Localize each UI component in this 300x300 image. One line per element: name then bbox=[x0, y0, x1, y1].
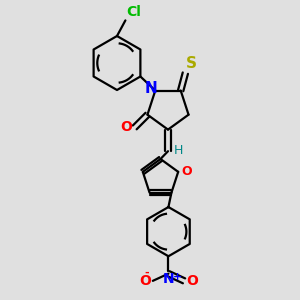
Text: O: O bbox=[182, 165, 192, 178]
Text: N: N bbox=[163, 272, 174, 286]
Text: S: S bbox=[186, 56, 197, 71]
Text: N: N bbox=[144, 81, 157, 96]
Text: O: O bbox=[186, 274, 198, 288]
Text: O: O bbox=[139, 274, 151, 288]
Text: O: O bbox=[120, 120, 132, 134]
Text: H: H bbox=[173, 144, 183, 157]
Text: Cl: Cl bbox=[126, 5, 141, 20]
Text: +: + bbox=[172, 272, 182, 282]
Text: -: - bbox=[144, 267, 148, 277]
